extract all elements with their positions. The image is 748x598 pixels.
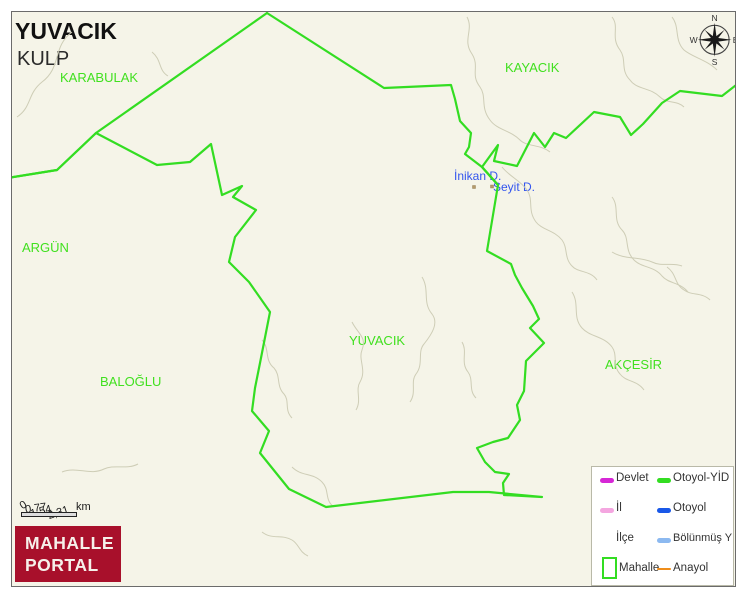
svg-text:W: W	[690, 35, 698, 45]
svg-text:N: N	[712, 13, 718, 23]
svg-text:E: E	[733, 35, 736, 45]
svg-text:S: S	[712, 57, 718, 67]
